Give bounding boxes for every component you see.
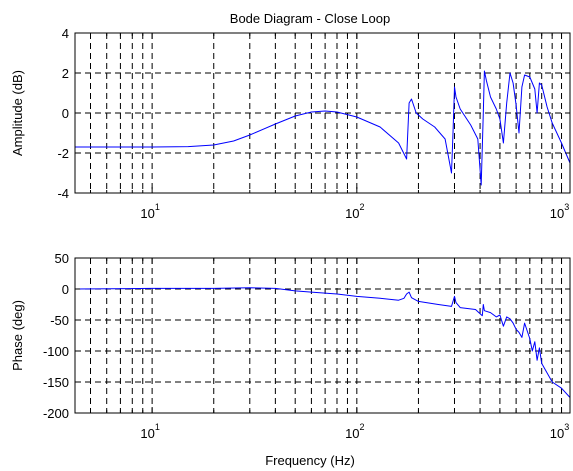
amplitude-panel: -4 -2 0 2 4 101 102 103 Amplitude (dB) [10, 26, 571, 221]
amp-x-tick-label: 101 [140, 202, 159, 221]
phase-x-tick-label: 102 [345, 422, 364, 441]
x-axis-label: Frequency (Hz) [265, 453, 355, 468]
amp-y-tick-label: 4 [62, 26, 69, 41]
amp-series-line [75, 70, 571, 186]
phase-axes-box [74, 257, 571, 414]
phase-series-line [74, 287, 571, 398]
phase-plot-area [75, 258, 570, 413]
amp-y-tick-label: 2 [62, 66, 69, 81]
amp-y-tick-label: 0 [62, 106, 69, 121]
phase-y-tick-label: 0 [62, 282, 69, 297]
amp-x-tick-label: 103 [550, 202, 569, 221]
phase-panel: -200 -150 -100 -50 0 50 101 102 103 Phase (deg) [10, 251, 571, 441]
amp-y-tick-label: -2 [57, 146, 69, 161]
phase-x-tick-label: 101 [140, 422, 159, 441]
phase-y-tick-label: -100 [43, 344, 69, 359]
amp-y-tick-label: -4 [57, 186, 69, 201]
phase-x-tick-label: 103 [550, 422, 569, 441]
phase-y-axis-label: Phase (deg) [10, 300, 25, 371]
phase-y-tick-label: -200 [43, 406, 69, 421]
phase-y-tick-label: 50 [55, 251, 69, 266]
phase-y-tick-label: -150 [43, 375, 69, 390]
phase-y-tick-label: -50 [50, 313, 69, 328]
chart-title: Bode Diagram - Close Loop [230, 11, 390, 26]
amp-x-tick-label: 102 [345, 202, 364, 221]
amp-y-axis-label: Amplitude (dB) [10, 70, 25, 156]
